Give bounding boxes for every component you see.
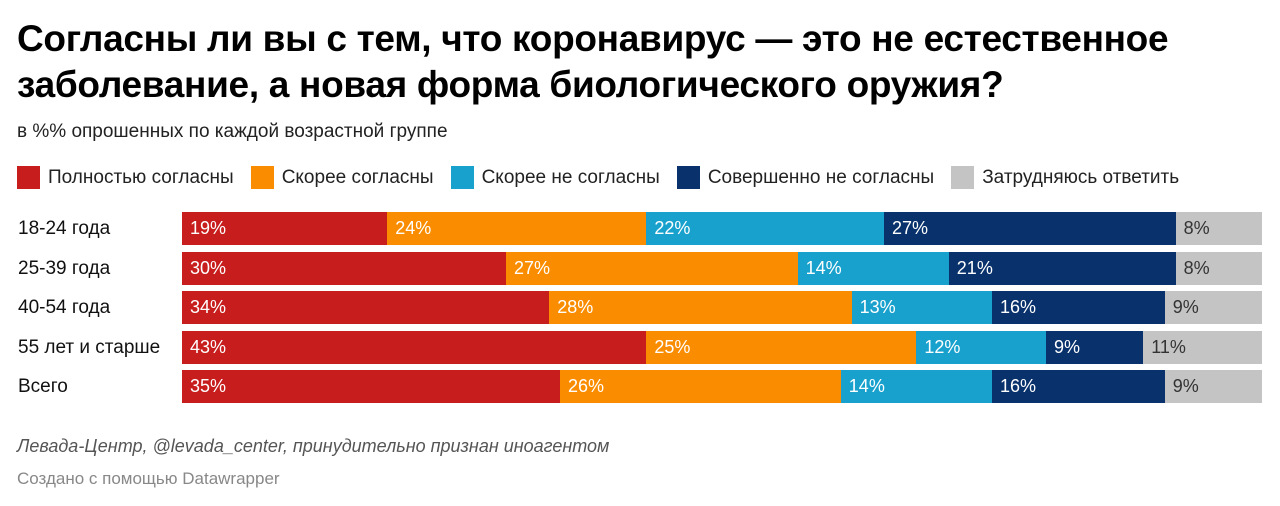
bar-segment [1164, 370, 1263, 403]
bar-segment [182, 331, 647, 364]
data-label: 27% [514, 258, 551, 278]
chart-subtitle: в %% опрошенных по каждой возрастной гру… [17, 121, 448, 142]
bar-segment [797, 252, 950, 285]
data-label: 14% [848, 376, 885, 396]
bar-segment [646, 212, 885, 245]
data-label: 27% [892, 218, 929, 238]
bar-segment [884, 212, 1177, 245]
credit-note: Создано с помощью Datawrapper [17, 469, 280, 488]
data-label: 25% [654, 337, 691, 357]
bar-segment [182, 212, 388, 245]
data-label: 30% [190, 258, 227, 278]
data-label: 11% [1151, 337, 1186, 357]
bar-segment [1143, 331, 1263, 364]
data-label: 13% [859, 297, 896, 317]
bar-segment [1175, 252, 1263, 285]
chart-title: Согласны ли вы с тем, что коронавирус — … [17, 18, 1169, 105]
bar-segment [1175, 212, 1263, 245]
legend-label: Скорее согласны [281, 166, 434, 188]
bar-segment [1164, 291, 1263, 324]
bar-segment [506, 252, 799, 285]
data-label: 16% [1000, 297, 1037, 317]
bar-segment [646, 331, 917, 364]
data-label: 8% [1183, 258, 1210, 278]
data-label: 21% [956, 258, 993, 278]
row-label: 40-54 года [18, 297, 111, 318]
data-label: 16% [1000, 376, 1037, 396]
bar-segment [992, 291, 1166, 324]
data-label: 22% [654, 218, 691, 238]
legend-swatch [17, 166, 40, 189]
bar-segment [182, 291, 550, 324]
bar-segment [916, 331, 1047, 364]
legend-swatch [676, 166, 700, 189]
data-label: 8% [1183, 218, 1210, 238]
legend: Полностью согласны Скорее согласны Скоре… [17, 166, 1196, 189]
source-note: Левада-Центр, @levada_center, принудител… [17, 436, 610, 456]
legend-label: Совершенно не согласны [707, 166, 935, 188]
row-label: 55 лет и старше [18, 337, 161, 358]
data-label: 34% [190, 297, 227, 317]
legend-item: Скорее согласны [250, 166, 434, 189]
data-label: 14% [805, 258, 842, 278]
bar-segment [840, 370, 993, 403]
legend-swatch [450, 166, 474, 189]
data-label: 28% [557, 297, 594, 317]
data-label: 19% [190, 218, 227, 238]
bar-segment [549, 291, 853, 324]
bar-segment [1046, 331, 1144, 364]
row-label: 25-39 года [18, 258, 111, 279]
legend-label: Скорее не согласны [481, 166, 660, 188]
data-label: 9% [1172, 297, 1199, 317]
bar-segment [182, 370, 561, 403]
legend-item: Полностью согласны [17, 166, 234, 189]
data-label: 9% [1054, 337, 1081, 357]
data-label: 43% [190, 337, 227, 357]
data-label: 12% [924, 337, 961, 357]
bar-segment [948, 252, 1177, 285]
legend-item: Совершенно не согласны [676, 166, 935, 189]
data-label: 24% [395, 218, 432, 238]
legend-label: Полностью согласны [48, 166, 234, 188]
bar-segment [992, 370, 1166, 403]
bar-segment [182, 252, 507, 285]
row-label: Всего [18, 376, 68, 397]
data-label: 26% [568, 376, 605, 396]
legend-swatch [951, 166, 975, 189]
bar-segment [851, 291, 993, 324]
legend-item: Скорее не согласны [450, 166, 660, 189]
bar-segment [387, 212, 647, 245]
data-label: 9% [1172, 376, 1199, 396]
data-label: 35% [190, 376, 227, 396]
bar-segment [560, 370, 842, 403]
row-label: 18-24 года [18, 218, 111, 239]
legend-swatch [250, 166, 274, 189]
legend-label: Затрудняюсь ответить [982, 166, 1180, 188]
stacked-bar-chart: 18-24 года 19% 24% 22% 27% 8% 25-39 года 30% 27%… [0, 205, 1280, 410]
legend-item: Затрудняюсь ответить [951, 166, 1179, 189]
